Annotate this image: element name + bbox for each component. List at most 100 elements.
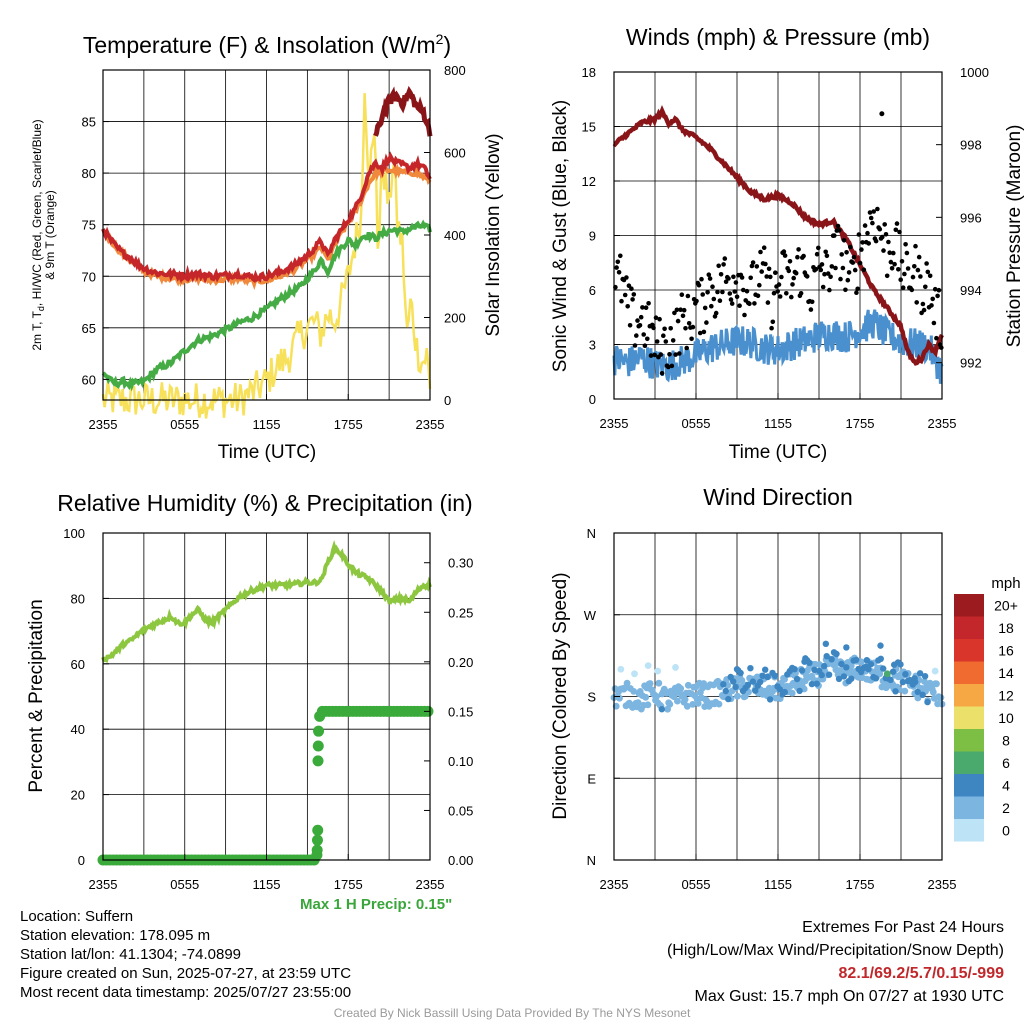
gust-point — [699, 276, 704, 282]
direction-point — [791, 666, 798, 673]
colorbar-swatch — [954, 639, 984, 662]
gust-point — [749, 263, 755, 269]
gust-point — [741, 287, 746, 293]
direction-point — [720, 681, 727, 688]
gust-point — [891, 250, 896, 256]
y-tick-label: 20 — [71, 788, 85, 803]
direction-point — [848, 675, 855, 682]
gust-point — [835, 223, 841, 229]
gust-point — [813, 266, 819, 272]
gust-point — [915, 267, 921, 273]
gust-point — [870, 220, 875, 226]
y-tick-label: S — [587, 690, 596, 705]
direction-point — [806, 659, 813, 666]
colorbar-swatch — [954, 594, 984, 617]
gust-point — [881, 248, 886, 253]
direction-point — [853, 656, 860, 664]
gust-point — [912, 264, 917, 269]
direction-point — [892, 688, 899, 695]
gust-point — [790, 282, 795, 287]
gust-point — [630, 297, 635, 302]
direction-point — [672, 664, 679, 671]
gust-point — [618, 253, 623, 259]
x-tick-label: 1755 — [334, 417, 363, 432]
gust-point — [654, 339, 660, 344]
y-tick-label: E — [587, 771, 596, 786]
direction-point — [689, 701, 697, 708]
gust-point — [752, 301, 757, 306]
direction-point — [788, 689, 796, 697]
gust-point — [884, 273, 890, 279]
direction-point — [793, 675, 801, 683]
gust-point — [729, 301, 735, 306]
gust-point — [883, 232, 889, 237]
pressure-line — [612, 104, 944, 366]
colorbar: 20+ 18 16 14 12 10 8 6 4 2 0 — [954, 594, 1018, 842]
extremes-box: Extremes For Past 24 Hours (High/Low/Max… — [667, 916, 1004, 1008]
x-tick-label: 0555 — [682, 416, 711, 431]
gust-point — [857, 260, 863, 266]
direction-point — [863, 656, 871, 664]
gust-point — [819, 262, 825, 267]
y2-tick-label: 0.25 — [448, 605, 473, 620]
gust-point — [856, 232, 862, 237]
direction-point — [759, 672, 766, 679]
rh-line — [101, 540, 432, 664]
gust-point — [661, 333, 666, 339]
gust-point — [798, 291, 804, 296]
gust-point — [643, 305, 649, 311]
direction-point — [919, 691, 926, 698]
direction-point — [796, 687, 803, 695]
station-elevation: Station elevation: 178.095 m — [20, 927, 211, 944]
gust-point — [777, 294, 783, 299]
gust-point — [770, 319, 776, 325]
gust-point — [667, 352, 672, 357]
gust-point — [854, 290, 859, 296]
gust-point — [923, 284, 928, 290]
gust-point — [614, 265, 619, 270]
gust-point — [680, 313, 686, 319]
gust-point — [728, 297, 734, 302]
gust-point — [909, 287, 915, 293]
direction-point — [890, 661, 898, 668]
precip-point — [313, 725, 325, 737]
gust-point — [632, 343, 638, 348]
direction-point — [683, 702, 691, 710]
direction-point — [877, 655, 884, 662]
gust-point — [763, 261, 768, 267]
direction-point — [630, 688, 638, 695]
direction-point — [677, 685, 685, 692]
direction-point — [771, 672, 779, 679]
gust-point — [896, 267, 901, 272]
colorbar-swatch — [954, 796, 984, 819]
gust-point — [696, 282, 702, 288]
direction-point — [880, 665, 887, 672]
gust-point — [861, 267, 867, 273]
x-tick-label: 1755 — [846, 416, 875, 431]
y-tick-label: 12 — [582, 174, 596, 189]
x-tick-label: 2355 — [928, 877, 957, 892]
gust-point — [627, 323, 633, 328]
y2-tick-label: 0.30 — [448, 556, 473, 571]
gust-point — [722, 256, 728, 261]
gust-point — [734, 294, 740, 300]
gust-point — [615, 259, 621, 265]
gust-point — [855, 286, 860, 292]
direction-point — [811, 666, 818, 673]
x-tick-label: 0555 — [170, 417, 199, 432]
direction-point — [616, 694, 623, 702]
direction-point — [843, 644, 850, 651]
gust-point — [882, 222, 887, 227]
x-tick-label: 2355 — [600, 416, 629, 431]
gust-point — [930, 296, 935, 302]
gust-point — [713, 310, 719, 316]
gust-point — [726, 276, 731, 281]
wind-series — [612, 104, 944, 384]
gust-point — [904, 250, 910, 256]
gust-point — [877, 226, 883, 232]
direction-point — [694, 700, 702, 707]
direction-point — [747, 665, 754, 672]
direction-point — [681, 696, 689, 703]
direction-point — [825, 671, 833, 678]
